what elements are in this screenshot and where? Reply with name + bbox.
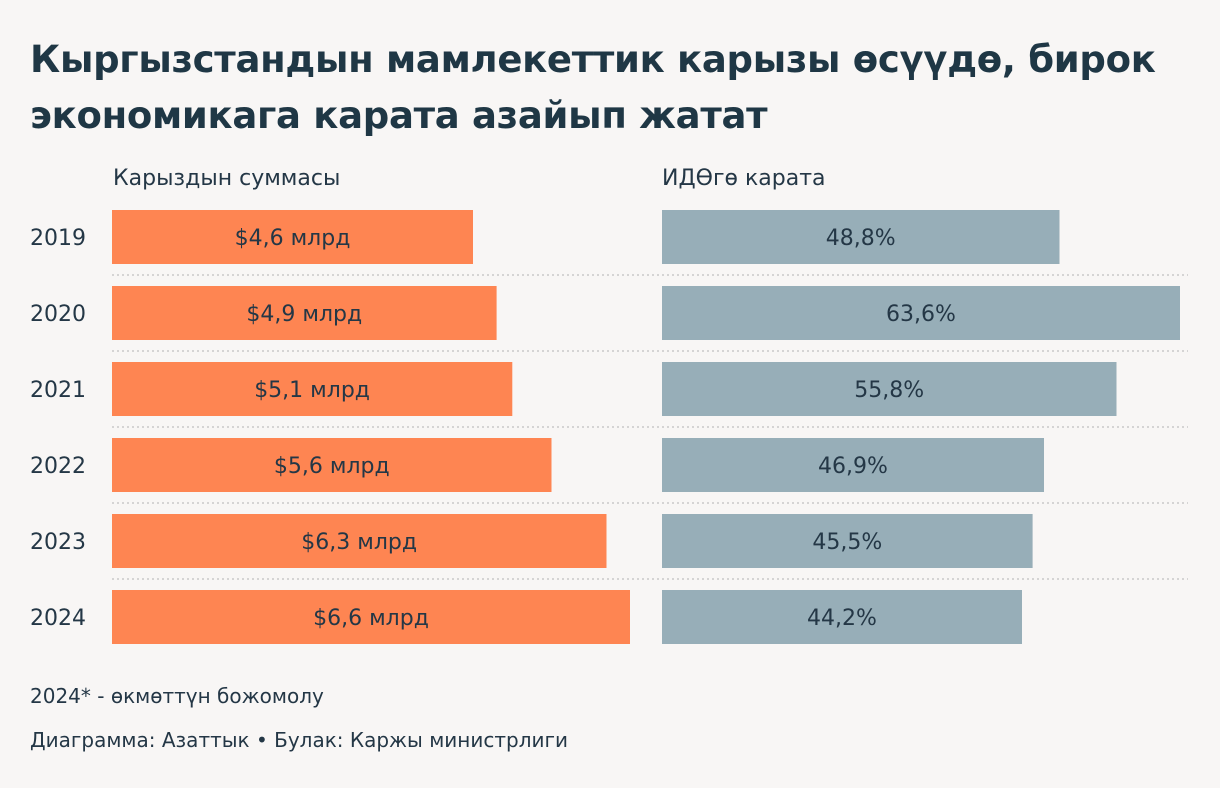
gdp-column-header: ИДӨгө карата [662,166,826,191]
gdp-value-label: 46,9% [818,454,888,479]
gdp-value-label: 45,5% [812,530,882,555]
gdp-value-label: 55,8% [854,378,924,403]
debt-value-label: $6,3 млрд [301,530,417,555]
gdp-bar [662,590,1022,644]
gdp-value-label: 63,6% [886,302,956,327]
source-credit: Диаграмма: Азаттык • Булак: Каржы минист… [30,728,568,752]
year-label: 2022 [30,454,86,479]
debt-bar [112,286,497,340]
gdp-bar [662,362,1117,416]
year-label: 2024 [30,606,86,631]
debt-value-label: $5,6 млрд [274,454,390,479]
debt-value-label: $6,6 млрд [313,606,429,631]
debt-bar [112,210,473,264]
year-label: 2019 [30,226,86,251]
debt-column-header: Карыздын суммасы [113,166,341,191]
debt-value-label: $4,9 млрд [246,302,362,327]
year-label: 2021 [30,378,86,403]
debt-bar [112,362,513,416]
debt-bar [112,590,630,644]
gdp-bar [662,210,1060,264]
gdp-bar [662,514,1033,568]
year-label: 2023 [30,530,86,555]
debt-bar [112,438,552,492]
debt-bar [112,514,607,568]
debt-value-label: $4,6 млрд [235,226,351,251]
year-label: 2020 [30,302,86,327]
debt-value-label: $5,1 млрд [254,378,370,403]
gdp-value-label: 44,2% [807,606,877,631]
gdp-bar [662,438,1044,492]
gdp-bar [662,286,1180,340]
gdp-value-label: 48,8% [826,226,896,251]
chart-title: Кыргызстандын мамлекеттик карызы өсүүдө,… [30,38,1156,137]
forecast-footnote: 2024* - өкмөттүн божомолу [30,684,324,708]
